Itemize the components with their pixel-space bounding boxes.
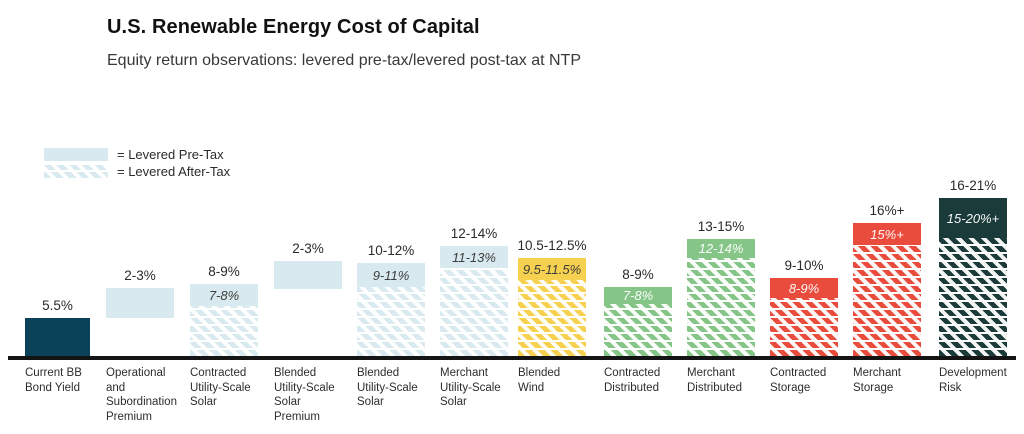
bar-hatch-segment xyxy=(853,245,921,356)
bar-after-tax-label: 7-8% xyxy=(208,287,240,303)
bar-after-tax-label: 9-11% xyxy=(372,267,410,283)
axis-label-blended-wind: Blended Wind xyxy=(518,367,561,394)
bar-solid-segment: 7-8% xyxy=(604,287,672,304)
bar-after-tax-label: 8-9% xyxy=(788,280,820,296)
bar-value-label: 8-9% xyxy=(622,267,654,282)
legend-after-tax-swatch xyxy=(44,165,108,178)
bar-after-tax-label: 12-14% xyxy=(698,241,744,256)
bar-merchant-utility-scale-solar: 12-14% 11-13% Merchant Utility-Scale Sol… xyxy=(440,0,508,434)
bar-solid-segment: 15%+ xyxy=(853,223,921,245)
bar-hatch-segment xyxy=(357,287,425,356)
bar-value-label: 5.5% xyxy=(42,298,73,313)
axis-label-merchant-utility-scale-solar: Merchant Utility-Scale Solar xyxy=(440,367,501,409)
axis-label-merchant-distributed: Merchant Distributed xyxy=(687,367,742,394)
bar-operational-subordination-premium: 2-3% Operational and Subordination Premi… xyxy=(106,0,177,434)
bar-current-bb-bond-yield: 5.5% Current BB Bond Yield xyxy=(25,0,90,434)
axis-label-blended-utility-scale-solar-premium: Blended Utility-Scale Solar Premium xyxy=(274,367,335,424)
bar-merchant-storage: 16%+ 15%+ Merchant Storage xyxy=(853,0,921,434)
bar-development-risk: 16-21% 15-20%+ Development Risk xyxy=(939,0,1007,434)
legend-after-tax-label: = Levered After-Tax xyxy=(117,164,231,179)
bar-value-label: 16%+ xyxy=(869,203,905,218)
bar-contracted-utility-scale-solar: 8-9% 7-8% Contracted Utility-Scale Solar xyxy=(190,0,258,434)
bar-after-tax-label: 9.5-11.5% xyxy=(522,261,582,277)
legend-row-after-tax: = Levered After-Tax xyxy=(44,164,230,179)
axis-label-current-bb-bond-yield: Current BB Bond Yield xyxy=(25,367,82,394)
bar-solid-segment: 12-14% xyxy=(687,239,755,258)
bar-blended-utility-scale-solar: 10-12% 9-11% Blended Utility-Scale Solar xyxy=(357,0,425,434)
axis-label-operational-subordination-premium: Operational and Subordination Premium xyxy=(106,367,177,424)
chart-subtitle: Equity return observations: levered pre-… xyxy=(107,52,581,69)
bar-solid-segment: 7-8% xyxy=(190,284,258,306)
bar-value-label: 12-14% xyxy=(450,226,498,241)
axis-label-blended-utility-scale-solar: Blended Utility-Scale Solar xyxy=(357,367,418,409)
bar-hatch-segment xyxy=(939,238,1007,356)
bar-value-label: 9-10% xyxy=(784,258,824,273)
bar-solid-segment: 9.5-11.5% xyxy=(518,258,586,280)
axis-label-merchant-storage: Merchant Storage xyxy=(853,367,901,394)
bar-value-label: 10.5-12.5% xyxy=(517,238,587,253)
bar-value-label: 13-15% xyxy=(697,219,745,234)
legend: = Levered Pre-Tax = Levered After-Tax xyxy=(44,147,230,181)
x-axis-line xyxy=(8,356,1016,360)
bar-hatch-segment xyxy=(518,280,586,356)
bar-contracted-storage: 9-10% 8-9% Contracted Storage xyxy=(770,0,838,434)
bar-blended-utility-scale-solar-premium: 2-3% Blended Utility-Scale Solar Premium xyxy=(274,0,342,434)
bar-value-label: 8-9% xyxy=(208,264,240,279)
bar-value-label: 2-3% xyxy=(124,268,156,283)
bar-solid-segment: 8-9% xyxy=(770,278,838,298)
bar-merchant-distributed: 13-15% 12-14% Merchant Distributed xyxy=(687,0,755,434)
chart-title: U.S. Renewable Energy Cost of Capital xyxy=(107,16,480,38)
bar-hatch-segment xyxy=(770,298,838,356)
axis-label-development-risk: Development Risk xyxy=(939,367,1007,394)
bar-after-tax-label: 15-20%+ xyxy=(946,210,1000,226)
bar-solid-segment xyxy=(106,288,174,318)
bar-hatch-segment xyxy=(190,306,258,356)
bar-solid-segment xyxy=(274,261,342,289)
bar-solid-segment: 9-11% xyxy=(357,263,425,287)
bar-contracted-distributed: 8-9% 7-8% Contracted Distributed xyxy=(604,0,672,434)
bar-value-label: 10-12% xyxy=(367,243,415,258)
bar-value-label: 2-3% xyxy=(292,241,324,256)
bar-solid-segment xyxy=(25,318,90,356)
bar-hatch-segment xyxy=(687,258,755,356)
bar-hatch-segment xyxy=(440,268,508,356)
axis-label-contracted-utility-scale-solar: Contracted Utility-Scale Solar xyxy=(190,367,251,409)
bar-after-tax-label: 7-8% xyxy=(622,288,654,303)
bar-value-label: 16-21% xyxy=(949,178,997,193)
bar-solid-segment: 15-20%+ xyxy=(939,198,1007,238)
bar-blended-wind: 10.5-12.5% 9.5-11.5% Blended Wind xyxy=(517,0,587,434)
bar-solid-segment: 11-13% xyxy=(440,246,508,268)
axis-label-contracted-distributed: Contracted Distributed xyxy=(604,367,661,394)
bar-hatch-segment xyxy=(604,304,672,356)
legend-pre-tax-label: = Levered Pre-Tax xyxy=(117,147,224,162)
bar-after-tax-label: 15%+ xyxy=(870,226,904,242)
legend-row-pre-tax: = Levered Pre-Tax xyxy=(44,147,230,162)
bar-after-tax-label: 11-13% xyxy=(452,249,496,265)
axis-label-contracted-storage: Contracted Storage xyxy=(770,367,827,394)
legend-pre-tax-swatch xyxy=(44,148,108,161)
